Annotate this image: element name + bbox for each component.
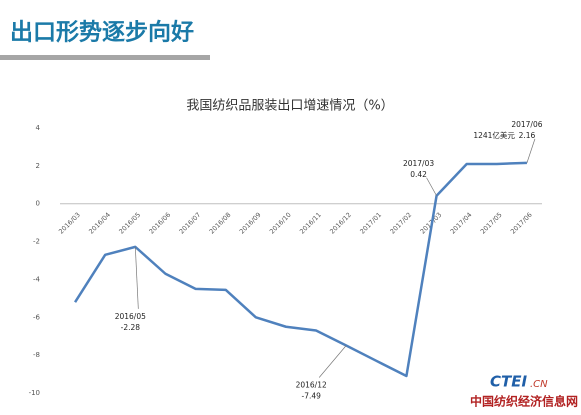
x-tick-label: 2016/06: [148, 211, 173, 236]
leader-line: [134, 246, 139, 309]
y-tick-label: -10: [29, 389, 40, 397]
label-category: 2016/12: [296, 380, 327, 389]
x-tick-label: 2017/01: [358, 211, 383, 236]
value-label: 2.16: [519, 131, 536, 140]
data-line: [74, 161, 527, 378]
logo-mark: CTEI: [490, 373, 527, 391]
x-tick-label: 2016/10: [268, 211, 293, 236]
x-tick-label: 2016/05: [117, 211, 142, 236]
slide-title: 出口形势逐步向好: [10, 19, 194, 46]
x-tick-label: 2017/04: [449, 211, 474, 236]
x-tick-label: 2017/06: [509, 211, 534, 236]
title-bar: [0, 55, 210, 60]
x-tick-label: 2016/08: [208, 211, 233, 236]
y-tick-label: -4: [33, 275, 41, 283]
x-tick-label: 2016/07: [178, 211, 203, 236]
x-tick-label: 2017/05: [479, 211, 504, 236]
x-tick-label: 2016/09: [238, 211, 263, 236]
leader-line: [426, 177, 437, 196]
logo-suffix: .CN: [530, 379, 548, 390]
x-tick-label: 2016/03: [57, 211, 82, 236]
x-tick-label: 2016/12: [328, 211, 353, 236]
y-tick-label: -2: [33, 238, 40, 246]
y-tick-label: -6: [33, 313, 41, 321]
label-category: 2016/05: [115, 312, 146, 321]
y-tick-label: 0: [36, 200, 40, 208]
x-tick-label: 2017/02: [389, 211, 414, 236]
y-tick-label: 2: [36, 162, 40, 170]
label-category: 2017/03: [403, 159, 434, 168]
y-tick-label: 4: [36, 124, 41, 132]
logo-name: 中国纺织经济信息网: [470, 394, 578, 409]
value-label: -7.49: [301, 391, 321, 400]
value-label: -2.28: [121, 323, 141, 332]
y-tick-label: -8: [33, 351, 40, 359]
leader-line: [526, 138, 536, 163]
x-tick-label: 2016/04: [87, 211, 112, 236]
leader-line: [318, 345, 347, 378]
label-category: 2017/06: [511, 120, 542, 129]
x-tick-label: 2016/11: [298, 211, 323, 236]
annotation: 1241亿美元: [473, 130, 515, 140]
chart-title: 我国纺织品服装出口增速情况（%）: [186, 99, 393, 114]
value-label: 0.42: [410, 170, 427, 179]
